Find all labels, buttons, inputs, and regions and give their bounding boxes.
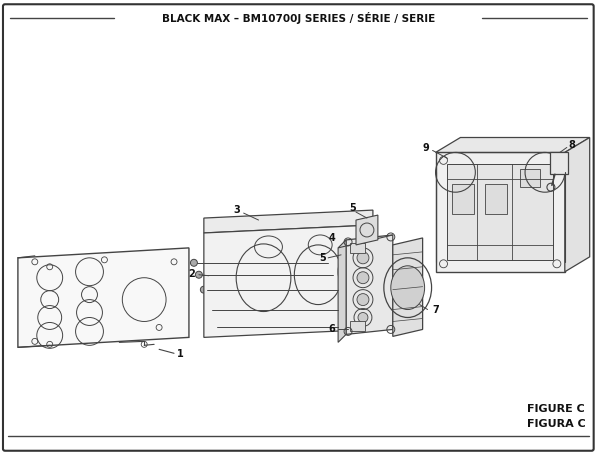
Polygon shape (565, 137, 590, 272)
Polygon shape (204, 210, 373, 233)
Circle shape (190, 259, 197, 266)
Bar (350, 322, 365, 331)
Polygon shape (204, 225, 373, 338)
Polygon shape (18, 248, 189, 347)
Text: 9: 9 (423, 143, 430, 153)
Text: 5: 5 (350, 203, 356, 213)
Text: 5: 5 (319, 253, 326, 263)
Bar (448, 164, 553, 260)
Text: 7: 7 (433, 304, 439, 314)
Bar (350, 243, 365, 253)
Bar (485, 184, 507, 214)
Polygon shape (436, 137, 590, 152)
Bar (520, 169, 540, 187)
Circle shape (357, 293, 369, 306)
Text: BLACK MAX – BM10700J SERIES / SÉRIE / SERIE: BLACK MAX – BM10700J SERIES / SÉRIE / SE… (162, 12, 435, 24)
Text: 2: 2 (188, 269, 195, 279)
Text: 1: 1 (177, 349, 184, 359)
Ellipse shape (391, 266, 425, 309)
Circle shape (211, 324, 217, 331)
Polygon shape (356, 215, 378, 245)
Polygon shape (338, 235, 393, 248)
Polygon shape (393, 238, 422, 336)
Circle shape (357, 272, 369, 283)
Circle shape (196, 271, 202, 278)
Text: 6: 6 (328, 324, 335, 334)
Polygon shape (346, 235, 393, 334)
Circle shape (200, 286, 208, 293)
Circle shape (205, 306, 212, 313)
Bar (550, 152, 568, 174)
Circle shape (357, 252, 369, 264)
Bar (452, 184, 475, 214)
Text: 8: 8 (569, 141, 575, 151)
Text: FIGURA C: FIGURA C (527, 419, 586, 429)
Text: FIGURE C: FIGURE C (527, 404, 585, 414)
Text: 3: 3 (233, 205, 240, 215)
Text: 4: 4 (328, 233, 335, 243)
Polygon shape (436, 152, 565, 272)
FancyBboxPatch shape (3, 4, 593, 451)
Polygon shape (338, 240, 346, 342)
Circle shape (358, 313, 368, 323)
